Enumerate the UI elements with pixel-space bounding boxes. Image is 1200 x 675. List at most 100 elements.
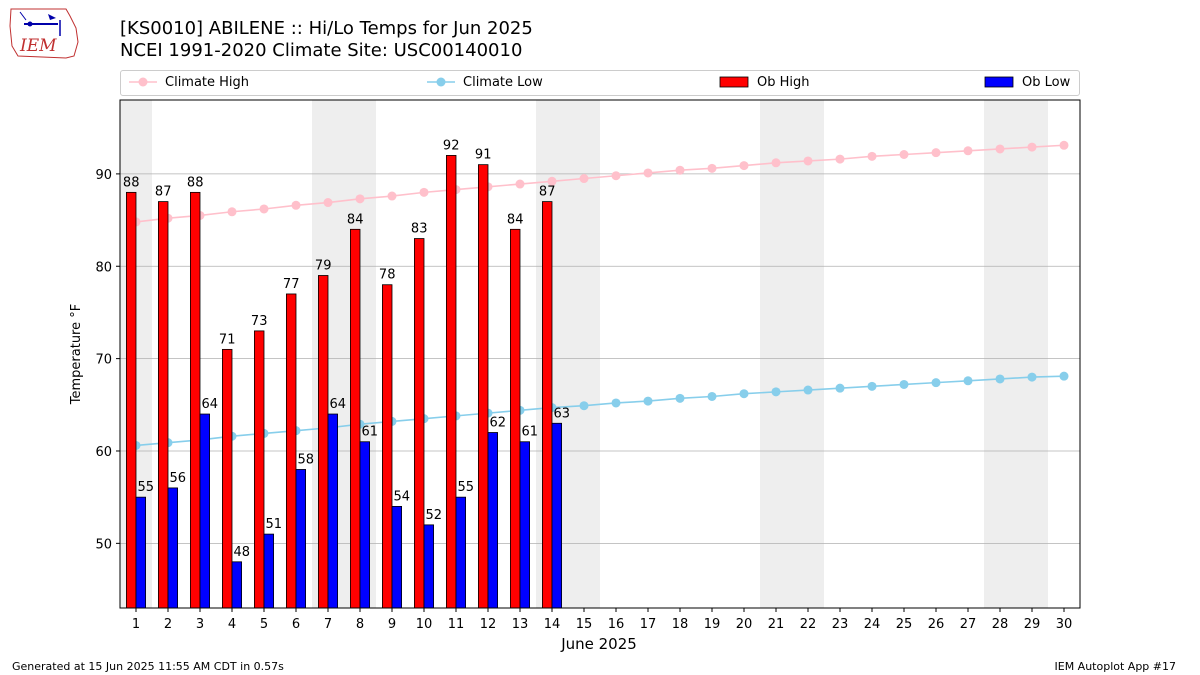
ob-high-label-day-8: 84 [347, 212, 364, 227]
plot-frame [119, 99, 1081, 609]
ob-high-label-day-1: 88 [123, 175, 140, 190]
ob-low-bar-day-2 [167, 487, 179, 609]
ob-low-label-day-10: 52 [426, 508, 443, 523]
climate-high-point-day-16 [611, 171, 621, 181]
x-tick-label-8: 8 [356, 617, 364, 632]
ob-low-bar-day-13 [519, 441, 531, 609]
ob-low-bar-day-5 [263, 533, 275, 609]
ob-high-label-day-3: 88 [187, 175, 204, 190]
y-tick-label-50: 50 [95, 537, 112, 552]
climate-low-point-day-18 [675, 393, 685, 403]
x-tick-label-17: 17 [640, 617, 657, 632]
climate-low-point-day-19 [707, 391, 717, 401]
weekend-shade-day-28 [984, 100, 1016, 608]
y-tick-label-70: 70 [95, 353, 112, 368]
climate-low-point-day-20 [739, 389, 749, 399]
x-tick-label-5: 5 [260, 617, 268, 632]
x-tick-label-14: 14 [544, 617, 561, 632]
x-tick-label-10: 10 [416, 617, 433, 632]
climate-low-point-day-28 [995, 374, 1005, 384]
y-tick-label-60: 60 [95, 445, 112, 460]
ob-high-label-day-5: 73 [251, 314, 268, 329]
climate-high-point-day-15 [579, 174, 589, 184]
ob-high-label-day-13: 84 [507, 212, 524, 227]
ob-high-bar-day-8 [349, 228, 361, 609]
weekend-shade-day-21 [760, 100, 792, 608]
x-axis-label: June 2025 [560, 635, 637, 653]
ob-low-label-day-6: 58 [298, 452, 315, 467]
climate-high-line [135, 144, 1065, 223]
ob-low-label-day-9: 54 [394, 489, 411, 504]
ob-high-bar-day-3 [189, 191, 201, 609]
x-tick-label-1: 1 [132, 617, 140, 632]
ob-low-bar-day-11 [455, 496, 467, 609]
x-tick-label-29: 29 [1024, 617, 1041, 632]
ob-low-label-day-13: 61 [522, 425, 539, 440]
x-tick-label-7: 7 [324, 617, 332, 632]
ob-low-bar-day-1 [135, 496, 147, 609]
climate-low-point-day-27 [963, 376, 973, 386]
chart-title: [KS0010] ABILENE :: Hi/Lo Temps for Jun … [120, 18, 533, 39]
ob-high-bar-day-7 [317, 275, 329, 609]
climate-high-point-day-26 [931, 148, 941, 158]
ob-low-bar-day-3 [199, 413, 211, 609]
ob-low-bar-day-12 [487, 432, 499, 609]
ob-high-bar-day-2 [157, 201, 169, 609]
x-tick-label-22: 22 [800, 617, 817, 632]
x-tick-label-28: 28 [992, 617, 1009, 632]
observed-bars [126, 155, 563, 609]
climate-high-point-day-20 [739, 161, 749, 171]
y-tick-label-90: 90 [95, 168, 112, 183]
ob-high-bar-day-5 [253, 330, 265, 609]
climate-low-point-day-23 [835, 383, 845, 393]
ob-high-label-day-7: 79 [315, 258, 332, 273]
climate-high-point-day-21 [771, 158, 781, 168]
ob-high-bar-day-13 [509, 228, 521, 609]
climate-high-point-day-10 [419, 187, 429, 197]
x-tick-label-25: 25 [896, 617, 913, 632]
weekend-shade-day-22 [792, 100, 824, 608]
legend-label: Ob Low [1022, 75, 1071, 90]
climate-high-point-day-9 [387, 191, 397, 201]
ob-low-bar-day-7 [327, 413, 339, 609]
ob-high-bar-day-6 [285, 293, 297, 609]
climate-high-point-day-22 [803, 156, 813, 166]
climate-high-point-day-24 [867, 151, 877, 161]
climate-high-point-day-14 [547, 176, 557, 186]
climate-low-point-day-25 [899, 379, 909, 389]
ob-high-label-day-9: 78 [379, 268, 396, 283]
ob-low-bar-day-9 [391, 505, 403, 609]
ob-high-label-day-14: 87 [539, 185, 556, 200]
climate-high-point-day-19 [707, 163, 717, 173]
ob-high-bar-day-10 [413, 238, 425, 609]
ob-low-bar-day-14 [551, 422, 563, 609]
ob-low-label-day-1: 55 [138, 480, 155, 495]
ob-low-label-day-7: 64 [330, 397, 347, 412]
x-tick-label-3: 3 [196, 617, 204, 632]
data-labels: 88 87 88 71 73 77 79 84 78 83 92 91 84 87 55 56 64 48 51 58… [123, 138, 570, 559]
climate-low-point-day-16 [611, 398, 621, 408]
ob-high-bar-day-11 [445, 155, 457, 609]
climate-high-point-day-27 [963, 146, 973, 156]
climate-high-point-day-4 [227, 207, 237, 217]
x-tick-label-30: 30 [1056, 617, 1073, 632]
ob-low-label-day-14: 63 [554, 406, 571, 421]
legend-label: Ob High [757, 75, 810, 90]
climate-high-point-day-28 [995, 144, 1005, 154]
x-tick-label-11: 11 [448, 617, 465, 632]
legend-label: Climate Low [463, 75, 543, 90]
climate-high-point-day-23 [835, 154, 845, 164]
ob-high-label-day-6: 77 [283, 277, 300, 292]
footer-app: IEM Autoplot App #17 [1054, 660, 1177, 673]
climate-high-point-day-7 [323, 198, 333, 208]
climate-high-point-day-6 [291, 200, 301, 210]
x-tick-label-9: 9 [388, 617, 396, 632]
x-tick-label-21: 21 [768, 617, 785, 632]
ob-low-label-day-3: 64 [202, 397, 219, 412]
climate-high-point-day-17 [643, 168, 653, 178]
climate-high-point-day-18 [675, 165, 685, 175]
climate-low-point-day-15 [579, 401, 589, 411]
x-tick-label-26: 26 [928, 617, 945, 632]
x-tick-label-16: 16 [608, 617, 625, 632]
